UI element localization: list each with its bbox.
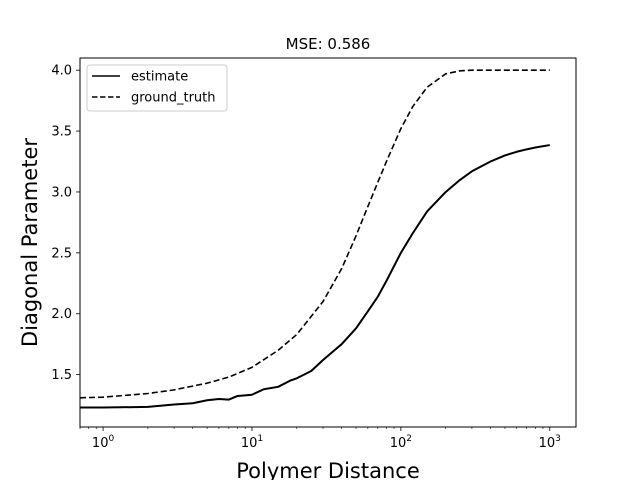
chart-title: MSE: 0.586 — [286, 35, 371, 53]
x-tick-label: 101 — [241, 434, 263, 451]
x-tick-label: 102 — [390, 434, 412, 451]
x-tick-label: 100 — [92, 434, 115, 451]
x-axis-ticks: 100 101 102 103 — [80, 427, 561, 451]
series-line-estimate — [80, 145, 550, 407]
legend-label-ground-truth: ground_truth — [131, 91, 216, 106]
y-axis-ticks: 1.5 2.0 2.5 3.0 3.5 4.0 — [51, 64, 80, 383]
y-tick-label: 3.5 — [51, 125, 72, 140]
x-tick-label: 103 — [539, 434, 561, 451]
x-axis-title: Polymer Distance — [236, 459, 420, 480]
legend-label-estimate: estimate — [131, 70, 188, 85]
y-tick-label: 2.5 — [51, 246, 72, 261]
y-tick-label: 1.5 — [51, 368, 72, 383]
plot-area-frame — [80, 58, 576, 427]
series-line-ground-truth — [80, 70, 550, 398]
y-axis-title: Diagonal Parameter — [18, 138, 42, 347]
y-tick-label: 2.0 — [51, 307, 72, 322]
series-layer — [80, 70, 550, 407]
y-tick-label: 4.0 — [51, 64, 72, 79]
legend: estimate ground_truth — [87, 65, 227, 111]
y-tick-label: 3.0 — [51, 185, 72, 200]
